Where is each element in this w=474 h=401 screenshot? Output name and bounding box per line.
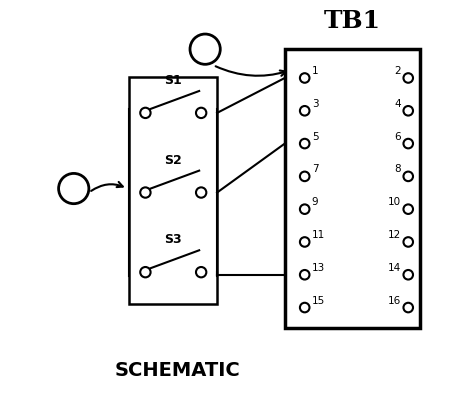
Circle shape <box>300 106 310 115</box>
Circle shape <box>300 303 310 312</box>
Circle shape <box>403 106 413 115</box>
Text: 15: 15 <box>312 296 325 306</box>
Circle shape <box>403 205 413 214</box>
Text: 10: 10 <box>388 197 401 207</box>
Circle shape <box>300 139 310 148</box>
Circle shape <box>300 205 310 214</box>
Text: 1: 1 <box>69 181 79 196</box>
Text: 16: 16 <box>388 296 401 306</box>
FancyBboxPatch shape <box>129 77 217 304</box>
Text: S3: S3 <box>164 233 182 246</box>
Text: TB1: TB1 <box>324 9 381 33</box>
Circle shape <box>59 173 89 204</box>
Circle shape <box>403 172 413 181</box>
FancyArrowPatch shape <box>91 182 123 191</box>
Circle shape <box>403 139 413 148</box>
Circle shape <box>300 172 310 181</box>
Circle shape <box>196 267 206 277</box>
Text: 8: 8 <box>394 164 401 174</box>
FancyBboxPatch shape <box>285 49 420 328</box>
Circle shape <box>300 270 310 279</box>
Text: 1: 1 <box>312 66 319 76</box>
Text: 4: 4 <box>394 99 401 109</box>
Circle shape <box>300 73 310 83</box>
Text: 6: 6 <box>394 132 401 142</box>
Circle shape <box>190 34 220 64</box>
Text: 11: 11 <box>312 230 325 240</box>
Circle shape <box>140 108 151 118</box>
FancyArrowPatch shape <box>216 66 286 76</box>
Circle shape <box>403 237 413 247</box>
Circle shape <box>140 187 151 198</box>
Text: 9: 9 <box>312 197 319 207</box>
Text: 2: 2 <box>394 66 401 76</box>
Circle shape <box>196 108 206 118</box>
Circle shape <box>403 270 413 279</box>
Text: S1: S1 <box>164 74 182 87</box>
Text: 13: 13 <box>312 263 325 273</box>
Text: SCHEMATIC: SCHEMATIC <box>114 361 240 380</box>
Text: 3: 3 <box>312 99 319 109</box>
Circle shape <box>196 187 206 198</box>
Circle shape <box>140 267 151 277</box>
Circle shape <box>403 303 413 312</box>
Circle shape <box>403 73 413 83</box>
Text: 7: 7 <box>312 164 319 174</box>
Text: 14: 14 <box>388 263 401 273</box>
Circle shape <box>300 237 310 247</box>
Text: 5: 5 <box>312 132 319 142</box>
Text: 12: 12 <box>388 230 401 240</box>
Text: 2: 2 <box>201 42 210 57</box>
Text: S2: S2 <box>164 154 182 167</box>
